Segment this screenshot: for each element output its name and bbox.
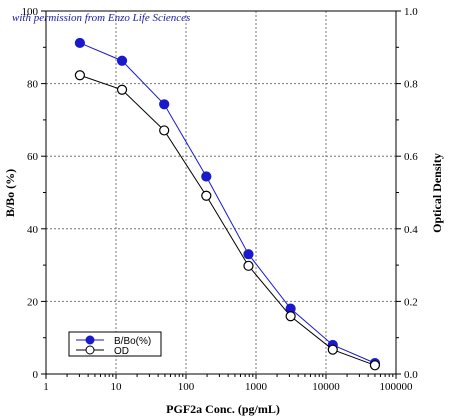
y-left-tick-label: 80 [27,79,39,91]
y-left-tick-label: 100 [22,6,39,18]
data-point-bbo [159,99,170,110]
data-point-bbo [243,249,254,260]
grid-lines [46,11,396,374]
y-right-tick-label: 0.2 [404,296,418,308]
legend-marker-od [85,345,95,355]
data-point-od [74,70,86,81]
y-axis-label-right: Optical Density [430,153,444,233]
legend: B/Bo(%) OD [68,331,162,357]
x-tick-label: 1 [43,381,49,393]
x-axis-label: PGF2a Conc. (pg/mL) [166,402,280,416]
data-point-od [201,190,212,201]
axis-ticks: 1 10 100 1000 10000 100000 0 20 40 60 80 100 0.0 0.2 0… [22,6,419,393]
x-tick-label: 100000 [380,381,414,393]
data-point-bbo [201,171,212,182]
y-right-tick-label: 0.8 [404,79,418,91]
data-point-od [116,84,128,95]
data-point-bbo [74,37,86,49]
data-point-od [159,125,170,136]
y-left-tick-label: 40 [27,224,39,236]
legend-label-od: OD [114,346,129,357]
legend-box [68,331,162,357]
legend-marker-bbo [85,335,95,345]
y-right-tick-label: 1.0 [404,6,418,18]
y-left-tick-label: 20 [27,296,39,308]
data-point-od [285,311,296,322]
y-right-tick-label: 0.6 [404,151,418,163]
data-point-od [243,260,254,271]
y-left-tick-label: 0 [33,369,39,381]
x-tick-label: 10000 [312,381,340,393]
data-point-od [327,344,338,355]
y-right-tick-label: 0.4 [404,224,418,236]
series-line-od [79,74,376,366]
x-tick-label: 100 [178,381,195,393]
series-layer [74,37,381,371]
plot-frame [45,10,397,375]
series-line-bbo [79,42,376,364]
x-tick-label: 10 [111,381,123,393]
y-axis-label-left: B/Bo (%) [3,169,17,217]
credit-text: with permission from Enzo Life Sciences [12,12,190,24]
legend-label-bbo: B/Bo(%) [114,336,151,347]
y-right-tick-label: 0.0 [404,369,418,381]
y-left-tick-label: 60 [27,151,39,163]
x-tick-label: 1000 [245,381,268,393]
data-point-bbo [116,55,128,66]
data-point-od [369,360,381,371]
